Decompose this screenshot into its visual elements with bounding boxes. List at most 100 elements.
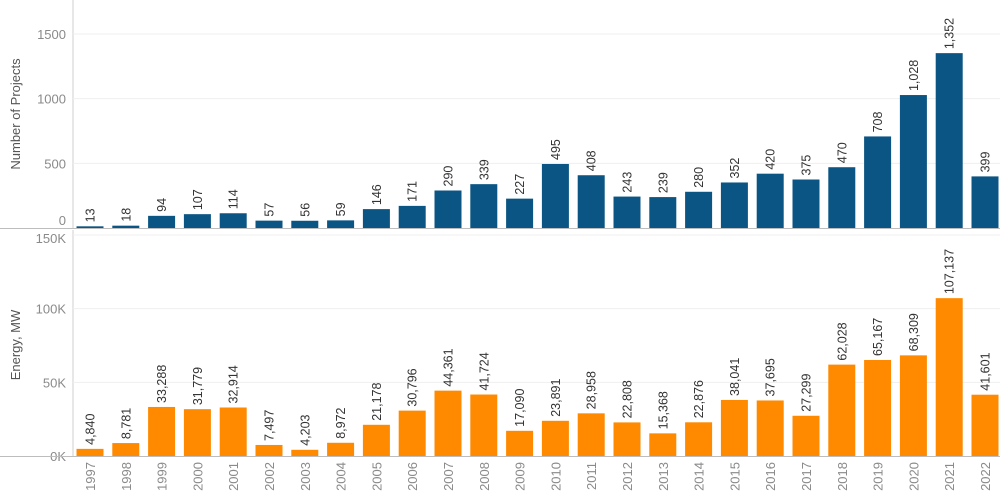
data-label-2021: 1,352: [943, 18, 957, 49]
bar-2001: [219, 407, 247, 456]
x-tick-label-2010: 2010: [548, 462, 563, 491]
data-label-2017: 27,299: [800, 373, 814, 411]
bar-2013: [649, 197, 677, 228]
bar-2012: [613, 422, 641, 456]
x-tick-label-2003: 2003: [298, 462, 313, 491]
bar-2008: [470, 184, 498, 228]
bar-2011: [577, 413, 605, 456]
bar-2006: [398, 410, 426, 456]
x-tick-label-2015: 2015: [727, 462, 742, 491]
data-label-2003: 4,203: [298, 414, 312, 445]
x-tick-label-2018: 2018: [835, 462, 850, 491]
y-tick-label: 50K: [43, 375, 66, 390]
x-tick-label-1998: 1998: [119, 462, 134, 491]
x-tick-label-2001: 2001: [226, 462, 241, 491]
bar-2021: [935, 298, 963, 456]
data-label-2009: 17,090: [513, 389, 527, 427]
bar-2009: [506, 430, 534, 456]
data-label-2019: 65,167: [871, 318, 885, 356]
bar-2018: [828, 167, 856, 228]
data-label-2007: 290: [442, 166, 456, 187]
bar-2017: [792, 179, 820, 228]
bar-2002: [255, 220, 283, 228]
data-label-2005: 21,178: [370, 383, 384, 421]
data-label-2012: 243: [621, 172, 635, 193]
data-label-2011: 28,958: [585, 371, 599, 409]
bar-2011: [577, 175, 605, 228]
y-tick-label: 1000: [37, 92, 66, 107]
data-label-2018: 470: [835, 142, 849, 163]
x-tick-label-2022: 2022: [978, 462, 993, 491]
bar-2020: [899, 95, 927, 228]
data-label-2000: 107: [191, 189, 205, 210]
data-label-2003: 56: [298, 203, 312, 217]
bar-2000: [183, 409, 211, 456]
bar-2007: [434, 190, 462, 228]
data-label-2001: 32,914: [227, 365, 241, 403]
data-label-2011: 408: [585, 150, 599, 171]
x-tick-label-2005: 2005: [369, 462, 384, 491]
data-label-2007: 44,361: [442, 348, 456, 386]
data-label-2001: 114: [227, 189, 241, 209]
bar-2019: [864, 136, 892, 228]
bar-2006: [398, 205, 426, 228]
data-label-2022: 399: [979, 151, 993, 172]
bar-2021: [935, 53, 963, 229]
x-tick-label-2014: 2014: [692, 462, 707, 491]
bar-2022: [971, 394, 999, 456]
data-label-1999: 33,288: [155, 365, 169, 403]
x-axis-year-labels: 1997 1998 1999 2000 2001 2002 2003 2004 2005 2006…: [83, 462, 993, 491]
x-tick-label-2006: 2006: [405, 462, 420, 491]
bar-2015: [720, 182, 748, 228]
bar-2022: [971, 176, 999, 228]
bar-2019: [864, 359, 892, 456]
projects-panel: 0 500 1000 1500 Number of Projects 13 18 94 107 1…: [0, 0, 1000, 229]
bar-2016: [756, 173, 784, 228]
bar-2014: [685, 191, 713, 228]
bar-2003: [291, 449, 319, 456]
bar-2012: [613, 196, 641, 228]
bar-1999: [148, 215, 176, 228]
data-label-2016: 420: [764, 149, 778, 170]
data-label-2004: 59: [334, 202, 348, 216]
data-label-2017: 375: [800, 155, 814, 176]
bar-2016: [756, 400, 784, 456]
bar-2017: [792, 415, 820, 456]
bar-2000: [183, 214, 211, 228]
bar-2009: [506, 198, 534, 228]
data-label-2009: 227: [513, 174, 527, 195]
x-tick-label-2008: 2008: [477, 462, 492, 491]
bar-1997: [76, 448, 104, 456]
x-tick-label-2020: 2020: [906, 462, 921, 491]
bar-2008: [470, 394, 498, 456]
bar-1997: [76, 226, 104, 228]
y-tick-label: 0: [59, 213, 66, 228]
data-label-1997: 13: [84, 208, 98, 222]
y-axis-title: Energy, MW: [8, 309, 23, 380]
y-tick-label: 500: [44, 156, 66, 171]
data-label-2021: 107,137: [943, 249, 957, 294]
y-tick-label: 150K: [36, 231, 67, 246]
data-label-2020: 68,309: [907, 313, 921, 351]
data-label-2015: 38,041: [728, 358, 742, 396]
data-label-2014: 280: [692, 167, 706, 188]
data-label-1998: 18: [119, 208, 133, 222]
data-label-2004: 8,972: [334, 407, 348, 438]
data-label-2008: 339: [477, 159, 491, 180]
bar-1998: [112, 443, 140, 456]
bar-2003: [291, 220, 319, 228]
x-tick-label-2012: 2012: [620, 462, 635, 491]
bar-2004: [327, 220, 355, 228]
bar-2020: [899, 355, 927, 456]
x-tick-label-1999: 1999: [155, 462, 170, 491]
data-label-1999: 94: [155, 198, 169, 212]
data-label-2008: 41,724: [477, 352, 491, 390]
data-label-2006: 30,796: [406, 368, 420, 406]
data-label-2010: 495: [549, 139, 563, 160]
x-tick-label-2016: 2016: [763, 462, 778, 491]
x-tick-label-2000: 2000: [190, 462, 205, 491]
bar-2005: [362, 209, 390, 228]
x-tick-label-2011: 2011: [584, 462, 599, 490]
bar-2001: [219, 213, 247, 228]
x-tick-label-2004: 2004: [334, 462, 349, 491]
